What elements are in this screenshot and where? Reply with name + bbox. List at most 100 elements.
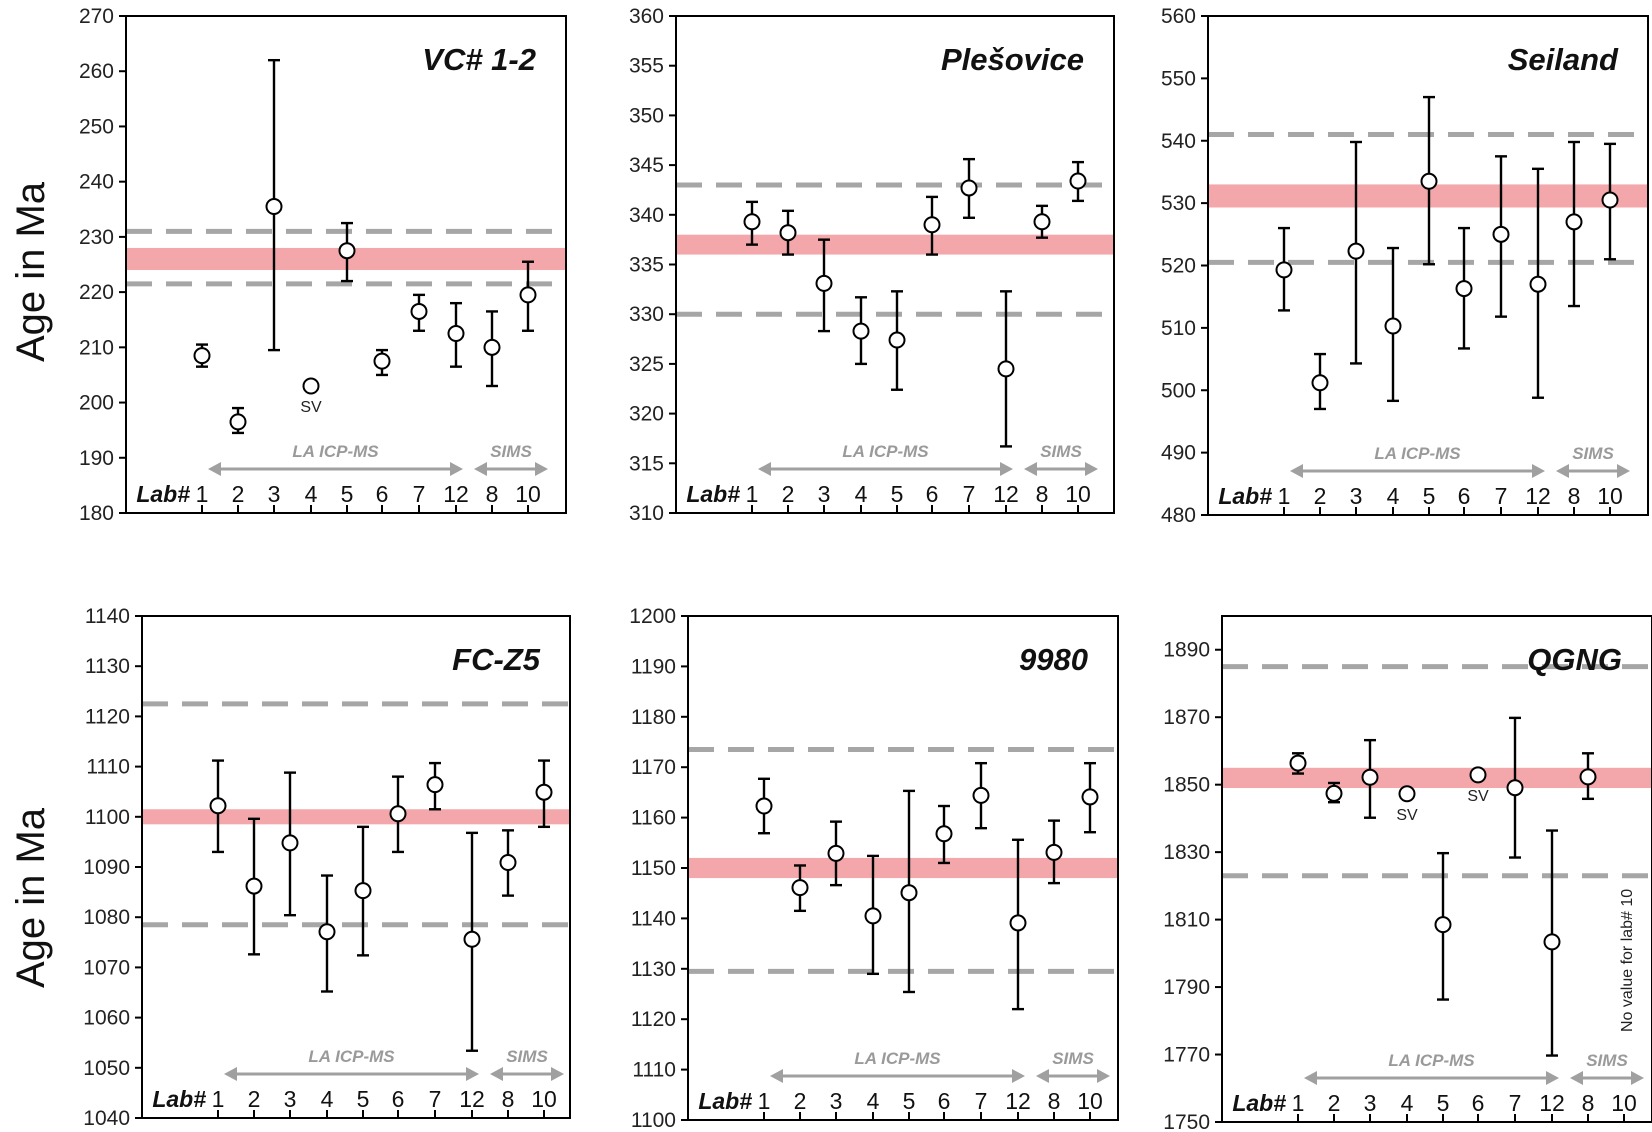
data-point (483, 338, 501, 356)
y-tick-label: 1110 (632, 1059, 676, 1082)
data-point-group (1289, 752, 1307, 775)
data-point-group (1311, 352, 1329, 411)
lab-label: 1 (212, 1086, 225, 1112)
lab-label: 3 (1350, 483, 1363, 509)
data-point (338, 242, 356, 260)
data-point (1069, 172, 1087, 190)
y-tick-label: 1180 (631, 706, 676, 729)
data-point (852, 322, 870, 340)
lab-label: 1 (196, 481, 209, 507)
lab-prefix-label: Lab# (686, 481, 740, 507)
data-point (373, 352, 391, 370)
lab-label: 12 (1005, 1088, 1031, 1114)
la-icp-ms-arrow: LA ICP-MS (770, 1049, 1025, 1083)
lab-label: 10 (515, 481, 541, 507)
reference-band (142, 809, 570, 825)
lab-label: 1 (1292, 1090, 1305, 1116)
y-tick-label: 1130 (85, 655, 130, 678)
arrow-head-left (208, 462, 221, 476)
lab-label: 12 (459, 1086, 485, 1112)
data-point-group (229, 406, 247, 435)
y-tick-label: 310 (629, 502, 664, 525)
arrow-head-right (1532, 464, 1545, 478)
lab-label: 10 (531, 1086, 557, 1112)
lab-label: 3 (268, 481, 281, 507)
data-point (864, 907, 882, 925)
data-point-group (1455, 226, 1473, 350)
y-tick-label: 550 (1161, 67, 1196, 90)
y-tick-label: 270 (79, 5, 114, 28)
arrow-head-left (1024, 462, 1037, 476)
y-tick-label: 1150 (631, 857, 676, 880)
y-tick-label: 1070 (83, 956, 130, 979)
data-point-group (1009, 838, 1027, 1011)
lab-label: 7 (963, 481, 976, 507)
la-icp-ms-arrow: LA ICP-MS (1304, 1051, 1559, 1085)
lab-prefix-label: Lab# (698, 1088, 752, 1114)
panel-title: VC# 1-2 (422, 42, 536, 77)
y-tick-label: 530 (1161, 192, 1196, 215)
lab-label: 2 (782, 481, 795, 507)
lab-label: 6 (926, 481, 939, 507)
data-point-group (318, 874, 336, 993)
method-label: SIMS (506, 1047, 548, 1066)
lab-label: 4 (305, 481, 318, 507)
data-point (1009, 914, 1027, 932)
lab-label: 12 (993, 481, 1019, 507)
lab-label: 2 (1328, 1090, 1341, 1116)
data-point (281, 834, 299, 852)
data-point-group: SV (300, 377, 322, 416)
data-point (1347, 242, 1365, 260)
data-point (997, 360, 1015, 378)
sv-label: SV (1396, 807, 1418, 824)
lab-label: 8 (1582, 1090, 1595, 1116)
data-point (815, 274, 833, 292)
y-tick-label: 1100 (85, 806, 130, 829)
method-label: LA ICP-MS (854, 1049, 941, 1068)
data-point-group (852, 296, 870, 366)
data-point (1565, 213, 1583, 231)
chart-panel: 1140 1130 1120 1110 1100 1090 1080 1070 1060 1050… (83, 605, 571, 1130)
arrow-head-left (1556, 464, 1569, 478)
data-point-group (972, 761, 990, 830)
lab-label: 1 (746, 481, 759, 507)
data-point (426, 776, 444, 794)
y-tick-label: 480 (1161, 504, 1196, 527)
arrow-head-right (450, 462, 463, 476)
arrow-head-left (474, 462, 487, 476)
y-tick-label: 500 (1161, 379, 1196, 402)
lab-prefix-label: Lab# (1232, 1090, 1286, 1116)
data-point-group (900, 789, 918, 994)
arrow-head-left (770, 1069, 783, 1083)
lab-label: 8 (1568, 483, 1581, 509)
y-tick-label: 340 (629, 204, 664, 227)
method-label: LA ICP-MS (308, 1047, 395, 1066)
lab-label: 8 (502, 1086, 515, 1112)
lab-label: 7 (1495, 483, 1508, 509)
y-tick-label: 540 (1161, 130, 1196, 153)
sims-arrow: SIMS (1570, 1051, 1644, 1085)
y-tick-label: 1060 (83, 1007, 130, 1030)
data-point (193, 347, 211, 365)
method-label: SIMS (1052, 1049, 1094, 1068)
y-axis-label-bottom: Age in Ma (9, 807, 53, 988)
data-point (1420, 172, 1438, 190)
method-label: SIMS (1586, 1051, 1628, 1070)
data-point (410, 302, 428, 320)
data-point (1529, 275, 1547, 293)
data-point-group (483, 310, 501, 388)
y-tick-label: 1190 (631, 655, 676, 678)
y-tick-label: 325 (629, 353, 664, 376)
data-point (743, 213, 761, 231)
lab-label: 3 (284, 1086, 297, 1112)
reference-band (688, 857, 1118, 879)
method-label: LA ICP-MS (842, 442, 929, 461)
y-tick-label: 350 (629, 104, 664, 127)
data-point-group (1420, 95, 1438, 266)
sims-arrow: SIMS (1556, 444, 1630, 478)
y-tick-label: 240 (79, 171, 114, 194)
no-value-note: No value for lab# 10 (1619, 889, 1636, 1032)
data-point-group (1565, 140, 1583, 308)
data-point-group (1543, 829, 1561, 1057)
